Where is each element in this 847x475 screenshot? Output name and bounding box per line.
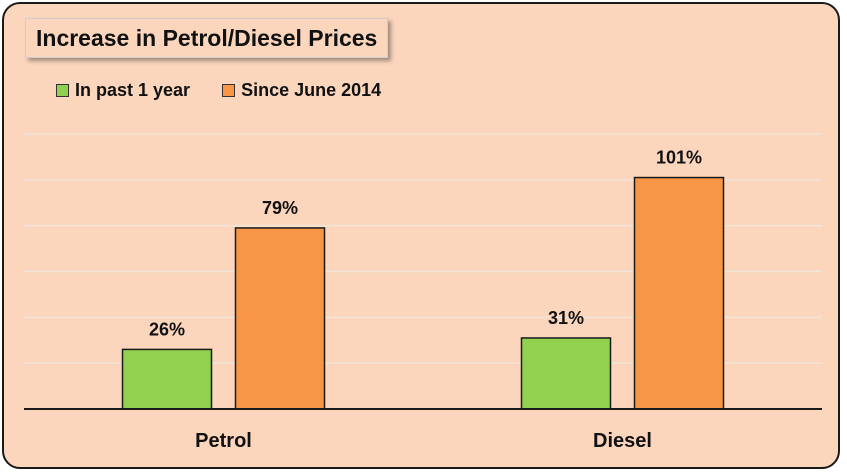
category-label-diesel: Diesel — [593, 430, 652, 452]
bar-petrol-0 — [121, 348, 213, 410]
chart-frame: Increase in Petrol/Diesel Prices In past… — [2, 2, 840, 469]
data-label-diesel-0: 31% — [548, 308, 584, 328]
data-label-petrol-0: 26% — [149, 319, 185, 339]
category-label-petrol: Petrol — [195, 430, 252, 452]
bar-diesel-0 — [520, 337, 612, 410]
legend-label-since-2014: Since June 2014 — [241, 80, 382, 100]
chart-title: Increase in Petrol/Diesel Prices — [25, 18, 389, 58]
legend-label-past-year: In past 1 year — [75, 80, 191, 100]
legend: In past 1 year Since June 2014 — [56, 80, 413, 101]
bar-petrol-1 — [234, 227, 326, 410]
legend-item-past-year: In past 1 year — [56, 80, 190, 101]
data-label-diesel-1: 101% — [656, 148, 702, 168]
legend-swatch-since-2014 — [222, 84, 236, 97]
bar-chart: 26% 79% Petrol 31% 101% Diesel — [24, 133, 822, 452]
legend-item-since-2014: Since June 2014 — [222, 80, 381, 101]
data-label-petrol-1: 79% — [262, 198, 298, 218]
legend-swatch-past-year — [56, 84, 69, 97]
bar-diesel-1 — [633, 176, 725, 410]
